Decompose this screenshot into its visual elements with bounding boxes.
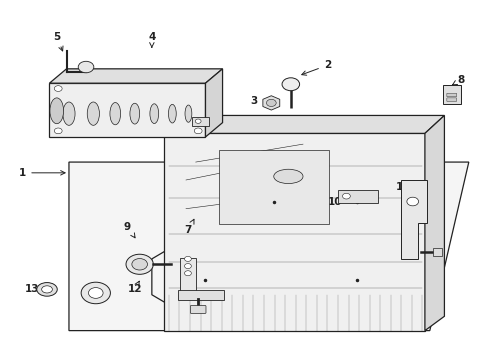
Circle shape bbox=[54, 86, 62, 91]
FancyBboxPatch shape bbox=[190, 306, 205, 314]
Ellipse shape bbox=[37, 283, 57, 296]
Ellipse shape bbox=[87, 102, 99, 125]
Text: 5: 5 bbox=[53, 32, 63, 51]
Circle shape bbox=[406, 197, 418, 206]
Circle shape bbox=[282, 78, 299, 91]
Ellipse shape bbox=[150, 104, 158, 123]
Ellipse shape bbox=[63, 102, 75, 125]
Circle shape bbox=[195, 119, 201, 123]
Polygon shape bbox=[400, 180, 427, 259]
Circle shape bbox=[78, 61, 94, 73]
FancyBboxPatch shape bbox=[192, 117, 208, 126]
Circle shape bbox=[184, 264, 191, 269]
Text: 7: 7 bbox=[184, 219, 194, 235]
Polygon shape bbox=[49, 69, 222, 83]
Text: 9: 9 bbox=[123, 222, 135, 238]
Polygon shape bbox=[163, 134, 424, 330]
Circle shape bbox=[126, 254, 153, 274]
Circle shape bbox=[88, 288, 103, 298]
Text: 12: 12 bbox=[127, 281, 142, 294]
Ellipse shape bbox=[273, 169, 303, 184]
Ellipse shape bbox=[184, 105, 191, 122]
Text: 2: 2 bbox=[301, 60, 330, 75]
Text: 6: 6 bbox=[184, 111, 197, 121]
FancyBboxPatch shape bbox=[218, 150, 328, 224]
Polygon shape bbox=[424, 116, 444, 330]
Ellipse shape bbox=[110, 103, 121, 125]
Circle shape bbox=[184, 256, 191, 261]
FancyBboxPatch shape bbox=[443, 85, 460, 104]
Polygon shape bbox=[69, 162, 468, 330]
Text: 4: 4 bbox=[148, 32, 155, 48]
Text: 3: 3 bbox=[250, 96, 274, 106]
Polygon shape bbox=[49, 83, 205, 137]
Polygon shape bbox=[163, 116, 444, 134]
Circle shape bbox=[132, 258, 147, 270]
Circle shape bbox=[194, 128, 202, 134]
Polygon shape bbox=[205, 69, 222, 137]
Circle shape bbox=[54, 128, 62, 134]
FancyBboxPatch shape bbox=[337, 190, 377, 203]
Ellipse shape bbox=[50, 98, 63, 124]
Circle shape bbox=[266, 99, 276, 107]
FancyBboxPatch shape bbox=[446, 93, 456, 97]
Circle shape bbox=[81, 282, 110, 304]
Polygon shape bbox=[263, 96, 279, 110]
Circle shape bbox=[342, 193, 349, 199]
Text: 10: 10 bbox=[327, 195, 347, 207]
Text: 11: 11 bbox=[395, 182, 410, 198]
Text: 8: 8 bbox=[451, 75, 464, 85]
Ellipse shape bbox=[41, 286, 52, 293]
FancyBboxPatch shape bbox=[177, 291, 223, 300]
Circle shape bbox=[184, 271, 191, 276]
Ellipse shape bbox=[168, 104, 176, 123]
Text: 1: 1 bbox=[19, 168, 65, 178]
FancyBboxPatch shape bbox=[446, 98, 456, 102]
Text: 13: 13 bbox=[25, 284, 46, 294]
FancyBboxPatch shape bbox=[179, 258, 196, 294]
Ellipse shape bbox=[130, 103, 140, 124]
FancyBboxPatch shape bbox=[432, 248, 442, 256]
